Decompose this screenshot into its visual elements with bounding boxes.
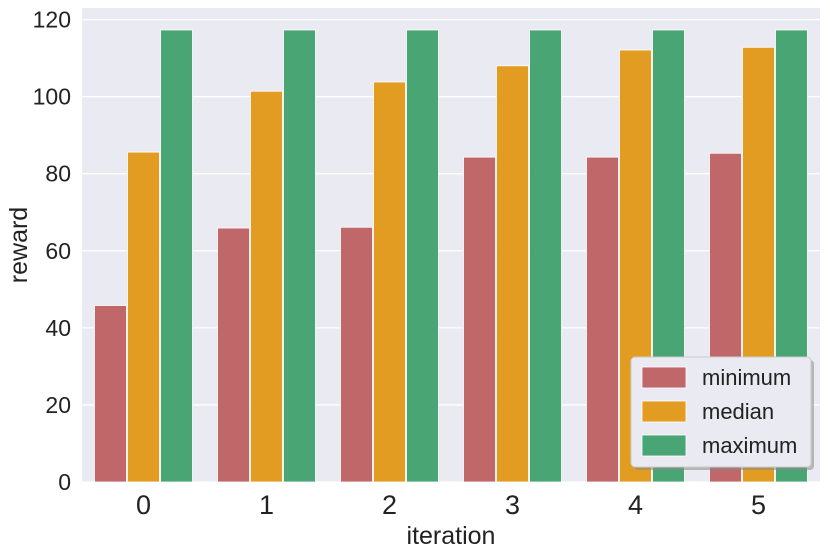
legend-swatch-median [641, 400, 687, 423]
bar-minimum-3 [463, 156, 496, 483]
y-tick-label: 20 [45, 392, 71, 418]
bar-minimum-2 [340, 226, 373, 483]
grid-lines [82, 18, 820, 483]
legend-label-median: median [702, 399, 774, 424]
y-axis-label: reward [5, 207, 33, 283]
x-tick-label: 3 [505, 490, 520, 520]
y-tick-label: 80 [45, 161, 71, 187]
y-tick-labels: 0 20 40 60 80 100 120 [33, 7, 71, 495]
x-tick-labels: 0 1 2 3 4 5 [136, 490, 766, 520]
legend: minimum median maximum [630, 356, 814, 470]
x-tick-label: 0 [136, 490, 151, 520]
y-tick-label: 100 [33, 84, 71, 110]
legend-items: minimum median maximum [641, 365, 797, 458]
bar-median-0 [127, 151, 160, 483]
x-tick-label: 5 [751, 490, 766, 520]
bar-median-2 [373, 81, 406, 483]
x-tick-label: 4 [628, 490, 643, 520]
legend-swatch-maximum [641, 434, 687, 457]
bar-median-3 [496, 65, 529, 483]
legend-label-minimum: minimum [702, 365, 791, 390]
bar-minimum-1 [217, 227, 250, 483]
x-axis-label: iteration [407, 522, 496, 550]
bars [94, 29, 808, 483]
legend-label-maximum: maximum [702, 433, 797, 458]
bar-median-1 [250, 90, 283, 483]
bar-minimum-4 [586, 156, 619, 483]
y-tick-label: 120 [33, 7, 71, 33]
legend-swatch-minimum [641, 366, 687, 389]
bar-minimum-0 [94, 305, 127, 483]
bar-maximum-0 [160, 29, 193, 483]
x-tick-label: 1 [259, 490, 274, 520]
bar-maximum-3 [529, 29, 562, 483]
y-tick-label: 60 [45, 238, 71, 264]
y-tick-label: 40 [45, 315, 71, 341]
bar-maximum-1 [283, 29, 316, 483]
y-tick-label: 0 [58, 469, 71, 495]
x-tick-label: 2 [382, 490, 397, 520]
bar-maximum-2 [406, 29, 439, 483]
